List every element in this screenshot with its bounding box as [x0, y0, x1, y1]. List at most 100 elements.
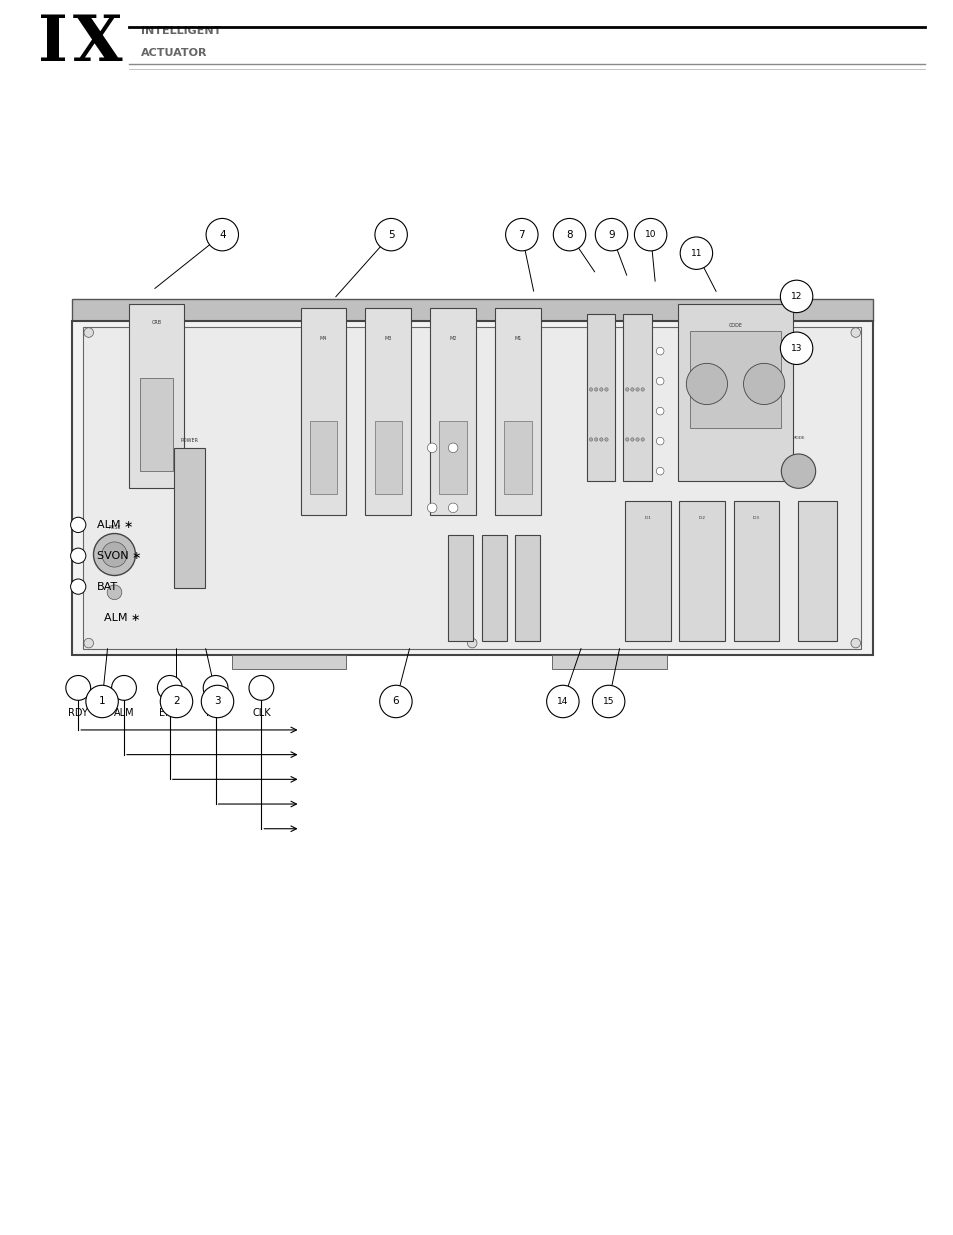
Text: 8: 8 [566, 230, 572, 240]
Circle shape [71, 548, 86, 563]
Circle shape [553, 219, 585, 251]
Text: M3: M3 [384, 336, 392, 341]
Circle shape [66, 676, 91, 700]
Text: 1: 1 [99, 697, 105, 706]
Circle shape [467, 638, 476, 648]
Circle shape [850, 327, 860, 337]
Text: EMG: EMG [158, 708, 181, 718]
Circle shape [375, 219, 407, 251]
Bar [173, 448, 205, 588]
Text: ACTUATOR: ACTUATOR [141, 48, 208, 58]
Circle shape [604, 437, 608, 441]
Bar [515, 535, 539, 641]
Circle shape [635, 388, 639, 391]
Text: 2: 2 [173, 697, 179, 706]
Text: 10: 10 [644, 230, 656, 240]
Circle shape [625, 437, 628, 441]
Bar [586, 315, 615, 482]
Circle shape [86, 685, 118, 718]
Circle shape [427, 443, 436, 452]
Text: 3: 3 [214, 697, 220, 706]
Circle shape [107, 585, 122, 600]
Bar [300, 308, 346, 515]
Text: ALM: ALM [113, 708, 134, 718]
Text: M4: M4 [319, 336, 327, 341]
Circle shape [656, 437, 663, 445]
Circle shape [71, 579, 86, 594]
Circle shape [780, 332, 812, 364]
Circle shape [640, 437, 644, 441]
Text: PSE: PSE [206, 708, 225, 718]
Text: 15: 15 [602, 697, 614, 706]
Circle shape [598, 437, 602, 441]
Circle shape [656, 467, 663, 475]
Circle shape [656, 378, 663, 385]
Text: 11: 11 [690, 248, 701, 258]
Text: POWER: POWER [180, 438, 198, 443]
Circle shape [630, 437, 634, 441]
Bar [232, 655, 346, 669]
Bar [495, 308, 540, 515]
Circle shape [379, 685, 412, 718]
Circle shape [71, 517, 86, 532]
Bar [798, 501, 836, 641]
Circle shape [112, 676, 136, 700]
Text: IO3: IO3 [752, 516, 760, 520]
Text: 9: 9 [608, 230, 614, 240]
Circle shape [160, 685, 193, 718]
Text: 6: 6 [393, 697, 398, 706]
Circle shape [635, 437, 639, 441]
Circle shape [850, 638, 860, 648]
Bar [439, 421, 466, 494]
Text: 13: 13 [790, 343, 801, 353]
Circle shape [201, 685, 233, 718]
Circle shape [589, 437, 592, 441]
Circle shape [598, 388, 602, 391]
Bar [83, 327, 861, 648]
Bar [678, 305, 792, 482]
Bar [733, 501, 779, 641]
Circle shape [93, 534, 135, 576]
Circle shape [640, 388, 644, 391]
Circle shape [630, 388, 634, 391]
Circle shape [448, 503, 457, 513]
Circle shape [742, 363, 784, 405]
Text: 14: 14 [557, 697, 568, 706]
Text: MODE: MODE [791, 436, 804, 440]
Text: IO1: IO1 [643, 516, 651, 520]
Polygon shape [71, 299, 872, 321]
Circle shape [102, 542, 127, 567]
Bar [448, 535, 473, 641]
Text: ALM ∗: ALM ∗ [97, 520, 133, 530]
Bar [622, 315, 651, 482]
Circle shape [84, 638, 93, 648]
Text: CRB: CRB [152, 320, 161, 325]
Bar [365, 308, 411, 515]
Circle shape [427, 503, 436, 513]
Circle shape [604, 388, 608, 391]
Text: I: I [38, 12, 68, 74]
Bar [679, 501, 724, 641]
Circle shape [625, 388, 628, 391]
Circle shape [589, 388, 592, 391]
Circle shape [505, 219, 537, 251]
Circle shape [595, 219, 627, 251]
Text: 5: 5 [388, 230, 394, 240]
Circle shape [594, 388, 598, 391]
Circle shape [507, 327, 517, 337]
Circle shape [249, 676, 274, 700]
Circle shape [634, 219, 666, 251]
Text: CLK: CLK [252, 708, 271, 718]
Circle shape [546, 685, 578, 718]
Text: X: X [72, 12, 122, 74]
Text: ALM ∗: ALM ∗ [97, 613, 140, 622]
Circle shape [203, 676, 228, 700]
Bar [310, 421, 336, 494]
Circle shape [656, 347, 663, 354]
Bar [140, 378, 172, 472]
Text: 4: 4 [219, 230, 225, 240]
Text: FUSE: FUSE [108, 525, 121, 530]
Bar [71, 321, 872, 655]
Text: INTELLIGENT: INTELLIGENT [141, 26, 221, 36]
Circle shape [331, 327, 340, 337]
